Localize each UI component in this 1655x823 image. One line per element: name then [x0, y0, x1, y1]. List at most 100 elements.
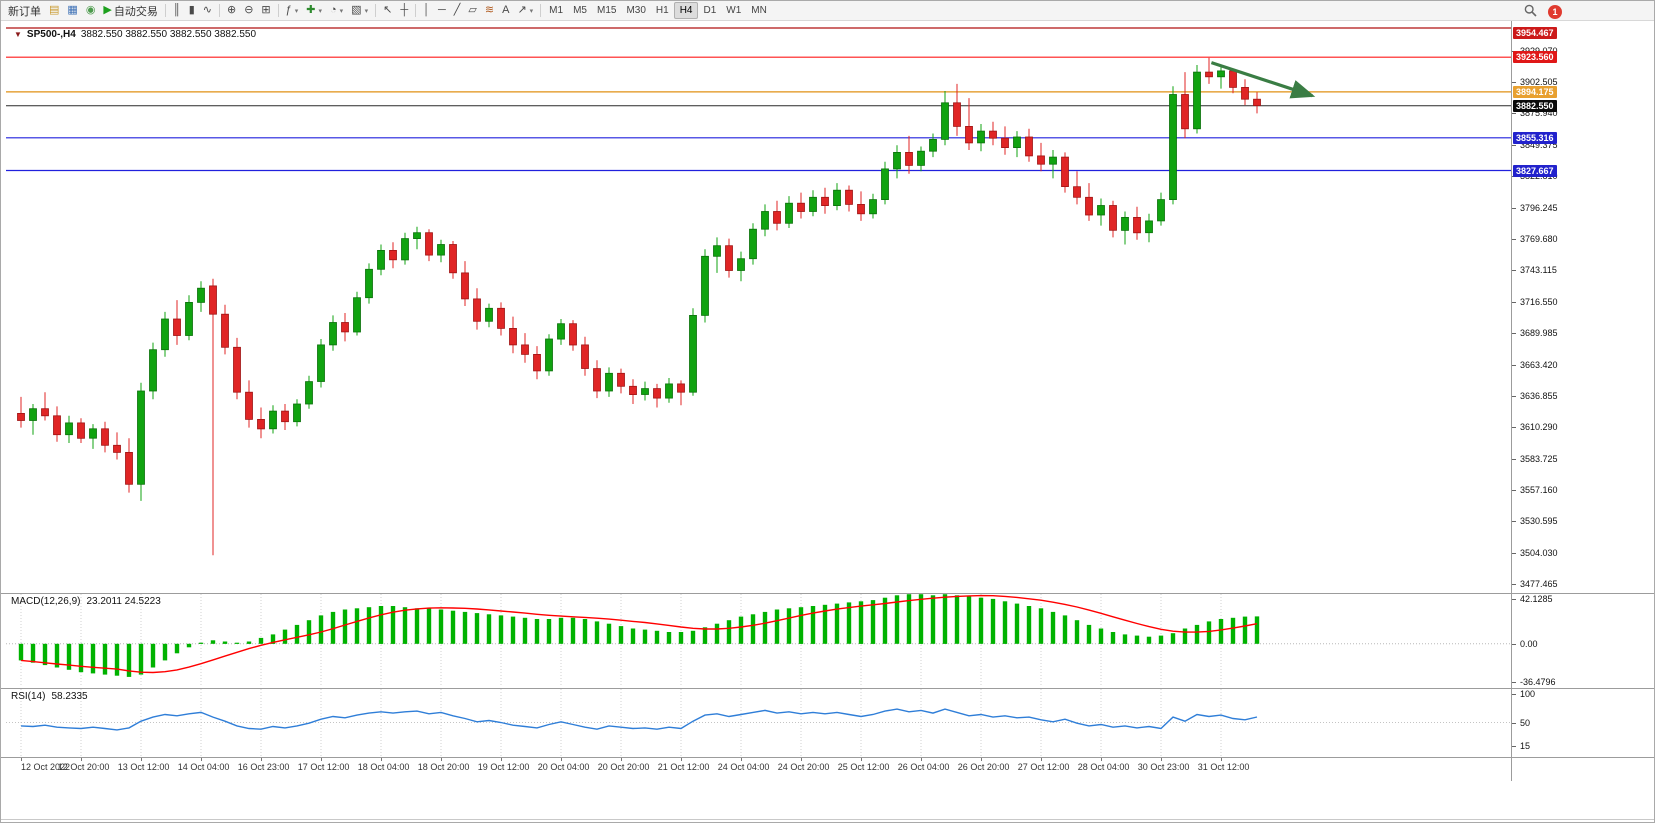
toolbar-separator	[415, 4, 417, 17]
time-tick-label: 14 Oct 04:00	[177, 762, 230, 772]
main-chart-canvas[interactable]	[6, 26, 1511, 593]
indicators-icon: ƒ	[285, 4, 292, 16]
panel-separator[interactable]	[1, 688, 1654, 689]
price-tick-label: 3875.940	[1520, 108, 1558, 119]
macd-panel[interactable]: MACD(12,26,9) 23.2011 24.5223	[6, 594, 1511, 687]
trendline-icon: ╱	[453, 4, 461, 16]
timeframe-m1-button[interactable]: M1	[549, 5, 564, 16]
crosshair-icon[interactable]: ┼	[396, 2, 412, 19]
hline-price-badge: 3827.667	[1513, 164, 1557, 177]
new-order-button[interactable]: 新订单	[8, 5, 41, 18]
period-clock-icon[interactable]: ◔ ▾	[326, 2, 347, 19]
zoom-out-icon[interactable]: ⊖	[240, 2, 257, 19]
arrows-tool-icon[interactable]: ↗ ▾	[513, 2, 537, 19]
axis-tick-mark	[1512, 643, 1516, 645]
axis-tick-mark	[1512, 458, 1516, 460]
add-object-icon[interactable]: ✚ ▾	[302, 2, 326, 19]
toolbar-buttons: 新订单 ▤ ▦ ◉ ▶ 自动交易 ║ ▮ ∿ ⊕ ⊖ ⊞ ƒ ▾ ✚ ▾ ◔ ▾ ▧ ▾ ↖ ┼ │ ─ ╱ ▱ ≋ A ↗ ▾ M1 M5 M…	[4, 2, 772, 19]
time-tick-mark	[801, 758, 802, 761]
macd-tick-label: -36.4796	[1520, 677, 1556, 687]
toolbar-separator	[218, 4, 220, 17]
panel-separator	[1, 757, 1654, 758]
trend-arrow[interactable]	[1210, 61, 1316, 99]
timeframe-h4-button[interactable]: H4	[673, 2, 699, 19]
search-icon[interactable]	[1524, 4, 1537, 20]
timeframe-mn-button[interactable]: MN	[751, 5, 767, 16]
price-tick-label: 3610.290	[1520, 422, 1558, 433]
vertical-line-icon[interactable]: │	[419, 2, 434, 19]
time-tick-mark	[201, 758, 202, 761]
panel-separator[interactable]	[1, 593, 1654, 594]
chart-shift-icon[interactable]: ▧ ▾	[347, 2, 372, 19]
macd-tick-label: 0.00	[1520, 638, 1538, 649]
zoom-out-icon: ⊖	[244, 4, 254, 16]
horizontal-line-icon[interactable]: ─	[434, 2, 450, 19]
price-tick-label: 3796.245	[1520, 202, 1558, 213]
notification-badge[interactable]: 1	[1548, 5, 1562, 19]
line-chart-icon[interactable]: ∿	[199, 2, 216, 19]
new-chart-icon[interactable]: ▤	[45, 2, 63, 19]
indicators-icon[interactable]: ƒ ▾	[282, 2, 303, 19]
tile-windows-icon[interactable]: ⊞	[257, 2, 274, 19]
timeframe-m30-button[interactable]: M30	[626, 5, 646, 16]
autotrading-button: ▶	[103, 4, 112, 16]
hline-price-badge: 3894.175	[1513, 85, 1557, 98]
time-tick-label: 30 Oct 23:00	[1137, 762, 1190, 772]
rsi-canvas[interactable]	[6, 689, 1511, 756]
time-tick-label: 12 Oct 20:00	[57, 762, 110, 772]
channel-icon[interactable]: ▱	[464, 2, 480, 19]
price-tick-label: 3583.725	[1520, 453, 1558, 464]
chart-shift-icon: ▧	[351, 4, 362, 16]
ohlc-values-label: 3882.550 3882.550 3882.550 3882.550	[80, 29, 257, 40]
current-price-badge: 3882.550	[1513, 99, 1557, 112]
price-tick-label: 3929.070	[1520, 46, 1558, 56]
timeframe-m15-button[interactable]: M15	[596, 5, 617, 16]
time-tick-label: 16 Oct 23:00	[237, 762, 290, 772]
collapse-icon[interactable]: ▼	[14, 30, 22, 39]
axis-tick-mark	[1512, 301, 1516, 303]
time-axis[interactable]: 12 Oct 2022 12 Oct 20:00 13 Oct 12:00 14 Oc…	[6, 758, 1511, 777]
time-tick-label: 28 Oct 04:00	[1077, 762, 1130, 772]
timeframe-h1-button[interactable]: H1	[655, 5, 669, 16]
timeframe-m5-button[interactable]: M5	[573, 5, 587, 16]
zoom-in-icon: ⊕	[226, 4, 237, 16]
axis-tick-mark	[1512, 395, 1516, 397]
community-icon[interactable]: ◉	[82, 2, 100, 19]
time-tick-mark	[1161, 758, 1162, 761]
autotrading-button[interactable]: ▶ 自动交易	[103, 4, 158, 18]
time-tick-mark	[381, 758, 382, 761]
time-tick-label: 31 Oct 12:00	[1197, 762, 1250, 772]
channel-icon: ▱	[468, 4, 477, 16]
timeframe-d1-button[interactable]: D1	[703, 5, 717, 16]
rsi-panel[interactable]: RSI(14) 58.2335	[6, 689, 1511, 756]
trendline-icon[interactable]: ╱	[450, 2, 465, 19]
candlestick-chart-icon[interactable]: ▮	[185, 2, 199, 19]
profiles-icon[interactable]: ▦	[63, 2, 81, 19]
time-tick-label: 18 Oct 04:00	[357, 762, 410, 772]
time-tick-label: 24 Oct 20:00	[777, 762, 830, 772]
cursor-icon[interactable]: ↖	[379, 2, 396, 19]
macd-canvas[interactable]	[6, 594, 1511, 687]
toolbar-separator	[164, 4, 166, 17]
time-tick-mark	[1041, 758, 1042, 761]
bar-chart-icon: ║	[172, 4, 181, 16]
tile-windows-icon: ⊞	[261, 4, 271, 16]
axis-tick-mark	[1512, 521, 1516, 523]
chart-window: ▼ SP500-,H4 3882.550 3882.550 3882.550 3…	[1, 21, 1654, 822]
time-tick-mark	[501, 758, 502, 761]
main-chart-panel[interactable]: ▼ SP500-,H4 3882.550 3882.550 3882.550 3…	[6, 26, 1511, 593]
price-tick-label: 3689.985	[1520, 328, 1558, 339]
symbol-period-label: SP500-,H4	[26, 29, 76, 40]
time-tick-label: 19 Oct 12:00	[477, 762, 530, 772]
bar-chart-icon[interactable]: ║	[169, 2, 185, 19]
fibonacci-icon[interactable]: ≋	[481, 2, 498, 19]
timeframe-w1-button[interactable]: W1	[726, 5, 742, 16]
axis-tick-mark	[1512, 599, 1516, 600]
price-axis[interactable]: 3929.0703902.5053875.9403849.3753822.810…	[1511, 21, 1654, 781]
time-tick-label: 13 Oct 12:00	[117, 762, 170, 772]
candlestick-chart-icon: ▮	[188, 4, 195, 16]
text-tool-icon[interactable]: A	[498, 2, 513, 19]
zoom-in-icon[interactable]: ⊕	[223, 2, 240, 19]
period-clock-icon: ◔	[330, 4, 337, 16]
time-tick-mark	[81, 758, 82, 761]
